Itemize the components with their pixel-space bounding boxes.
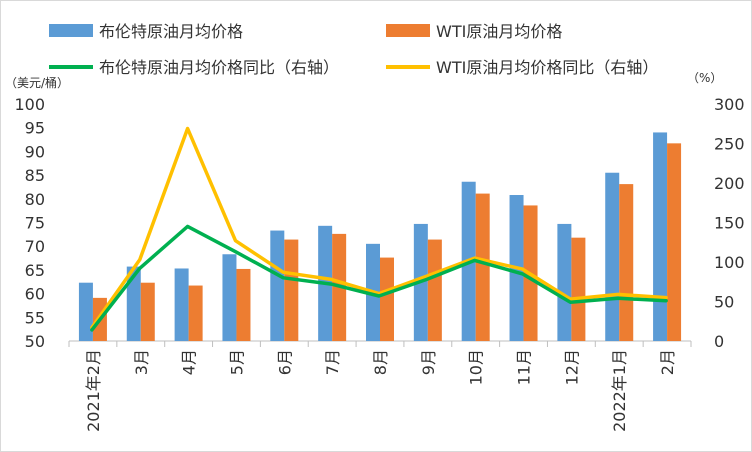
wti-bar bbox=[427, 239, 442, 341]
left-axis-tick-label: 65 bbox=[25, 261, 45, 280]
wti-yoy-line bbox=[90, 126, 668, 330]
x-axis-tick-label: 2021年2月 bbox=[84, 349, 103, 432]
wti-bar bbox=[236, 268, 251, 341]
wti-bar bbox=[475, 193, 490, 341]
left-axis-tick-label: 55 bbox=[25, 308, 45, 327]
x-axis-tick-label: 6月 bbox=[275, 349, 294, 375]
wti-bar bbox=[284, 239, 299, 341]
left-axis-tick-label: 60 bbox=[25, 285, 45, 304]
wti-bar bbox=[140, 282, 155, 341]
wti-bar bbox=[380, 257, 394, 341]
left-axis-tick-label: 70 bbox=[25, 237, 45, 256]
brent-bar bbox=[653, 132, 668, 341]
right-axis-tick-label: 250 bbox=[714, 135, 745, 154]
left-axis-tick-label: 85 bbox=[25, 166, 45, 185]
x-axis-tick-label: 11月 bbox=[515, 349, 534, 385]
left-axis-tick-label: 90 bbox=[25, 142, 45, 161]
brent-bar bbox=[174, 268, 189, 341]
legend-label-3: 布伦特原油月均价格同比（右轴） bbox=[99, 58, 339, 77]
right-axis-tick-label: 0 bbox=[714, 332, 724, 351]
brent-bar bbox=[78, 282, 93, 341]
x-axis-tick-label: 9月 bbox=[419, 349, 438, 375]
brent-bar bbox=[126, 266, 141, 341]
x-axis-tick-label: 10月 bbox=[467, 349, 486, 385]
brent-bar bbox=[270, 230, 285, 341]
left-axis-tick-label: 100 bbox=[14, 95, 45, 114]
x-axis-tick-label: 4月 bbox=[180, 349, 199, 375]
x-axis-tick-label: 3月 bbox=[132, 349, 151, 375]
left-axis-tick-label: 80 bbox=[25, 190, 45, 209]
wti-bar bbox=[619, 184, 634, 341]
left-axis-unit: （美元/桶） bbox=[5, 75, 69, 90]
brent-bar bbox=[222, 254, 237, 341]
x-axis-tick-label: 5月 bbox=[227, 349, 246, 375]
x-axis-tick-label: 12月 bbox=[562, 349, 581, 385]
right-axis-tick-label: 200 bbox=[714, 174, 745, 193]
right-axis-tick-label: 150 bbox=[714, 214, 745, 233]
legend-label-2: WTI原油月均价格 bbox=[436, 22, 562, 41]
legend-label-1: 布伦特原油月均价格 bbox=[99, 22, 243, 41]
left-axis-tick-label: 75 bbox=[25, 214, 45, 233]
x-axis-tick-label: 2月 bbox=[658, 349, 677, 375]
left-axis-tick-label: 95 bbox=[25, 119, 45, 138]
brent-bar bbox=[557, 223, 572, 341]
right-axis-tick-label: 100 bbox=[714, 253, 745, 272]
right-axis-tick-label: 300 bbox=[714, 95, 745, 114]
x-axis-tick-label: 2022年1月 bbox=[610, 349, 629, 432]
legend-swatch-1 bbox=[49, 24, 93, 37]
right-axis-tick-label: 50 bbox=[714, 293, 734, 312]
left-axis-tick-label: 50 bbox=[25, 332, 45, 351]
brent-bar bbox=[605, 172, 620, 341]
x-axis-tick-label: 7月 bbox=[323, 349, 342, 375]
legend-swatch-2 bbox=[386, 24, 430, 37]
wti-bar bbox=[667, 143, 682, 341]
wti-bar bbox=[188, 285, 203, 341]
wti-bar bbox=[571, 237, 586, 341]
x-axis-tick-label: 8月 bbox=[371, 349, 390, 375]
brent-yoy-line bbox=[90, 224, 668, 332]
legend-label-4: WTI原油月均价格同比（右轴） bbox=[436, 58, 658, 77]
right-axis-unit: （%） bbox=[687, 71, 722, 85]
